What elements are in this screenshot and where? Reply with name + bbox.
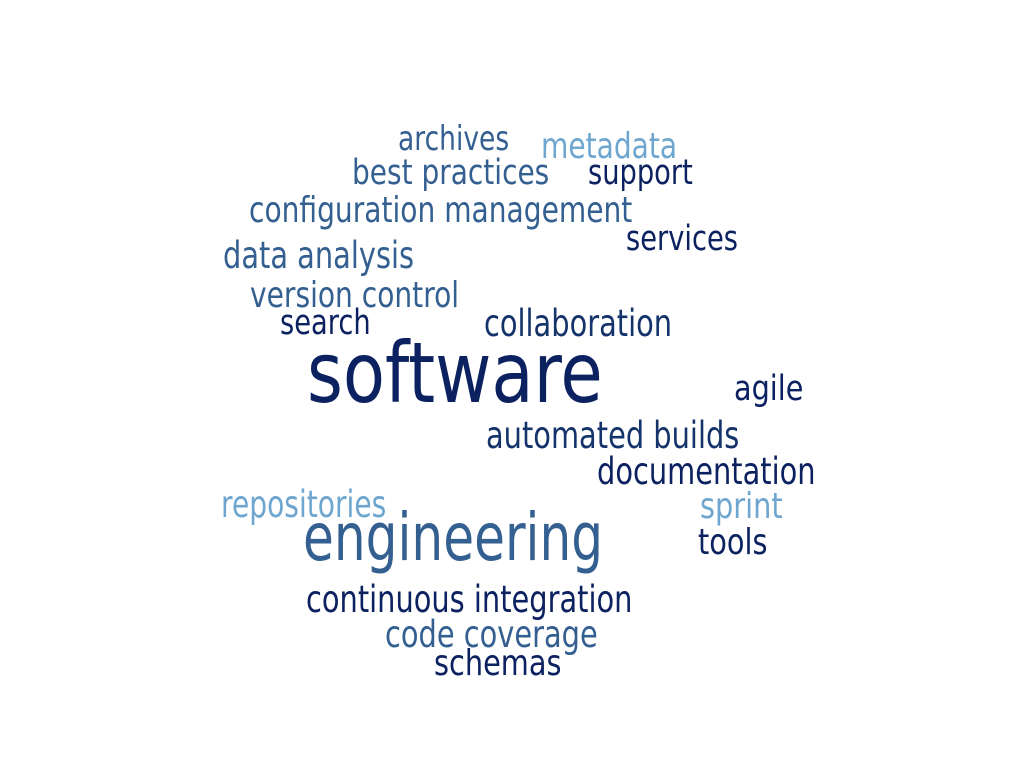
word-best-practices: best practices [352,153,550,193]
word-code-coverage: code coverage [385,613,598,656]
word-agile: agile [734,369,804,409]
word-sprint: sprint [700,486,783,527]
word-collaboration: collaboration [484,302,673,345]
word-tools: tools [698,522,768,563]
word-engineering: engineering [303,499,604,576]
word-services: services [626,219,739,259]
word-documentation: documentation [597,450,816,493]
word-data-analysis: data analysis [223,234,415,277]
word-archives: archives [398,119,510,159]
word-schemas: schemas [434,643,562,684]
word-version-control: version control [250,275,460,316]
word-continuous-integration: continuous integration [306,578,633,621]
word-software: software [307,324,603,422]
word-support: support [588,153,693,193]
word-metadata: metadata [541,126,678,167]
word-automated-builds: automated builds [486,414,740,457]
word-repositories: repositories [221,483,387,526]
word-search: search [280,303,371,343]
word-configuration-management: configuration management [249,190,633,231]
